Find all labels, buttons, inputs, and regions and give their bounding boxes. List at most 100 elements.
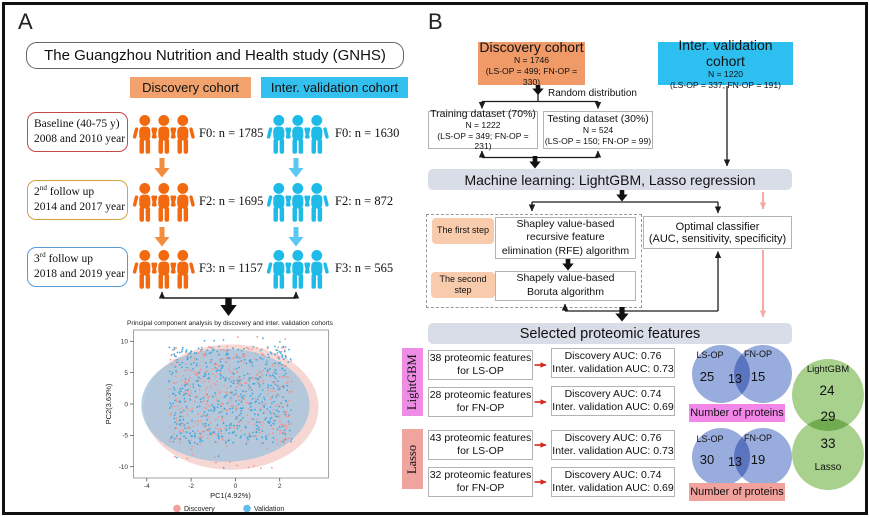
second-step-label: The second step	[431, 272, 495, 298]
pca-ytick-4: 10	[121, 339, 129, 346]
pca-ytick-3: 5	[124, 370, 128, 377]
venn1-left-label: LS-OP	[696, 350, 724, 360]
testing-dataset-box: Testing dataset (30%) N = 524 (LS-OP = 1…	[543, 111, 653, 149]
method-venn-top-count: 24	[819, 383, 835, 398]
machine-learning-bar: Machine learning: LightGBM, Lasso regres…	[428, 169, 792, 190]
pca-title: Principal component analysis by discover…	[127, 320, 334, 327]
method-venn-bottom-count: 33	[820, 436, 836, 451]
pca-legend-discovery-dot	[173, 504, 181, 512]
rfe-algorithm-box: Shapley value-based recursive feature el…	[495, 217, 636, 259]
boruta-algorithm-box: Shapely value-based Boruta algorithm	[495, 271, 636, 301]
training-dataset-box: Training dataset (70%) N = 1222 (LS-OP =…	[428, 107, 538, 152]
testing-detail: (LS-OP = 150; FN-OP = 99)	[544, 136, 652, 146]
lightgbm-fnop-features-box: 28 proteomic features for FN-OP	[428, 387, 533, 417]
lgbm-fnop-f2: for FN-OP	[456, 402, 505, 414]
lasso-fnop-auc-box: Discovery AUC: 0.74 Inter. validation AUC…	[551, 467, 675, 497]
pca-xtick-2: 0	[234, 483, 238, 490]
lgbm-fnop-a1: Discovery AUC: 0.74	[564, 387, 662, 400]
first-step-label: The first step	[432, 218, 494, 244]
lasso-lsop-a2: Inter. validation AUC: 0.73	[552, 445, 674, 457]
panel-a-label: A	[18, 9, 33, 34]
lasso-fnop-a1: Discovery AUC: 0.74	[564, 468, 662, 481]
b-validation-title: Inter. validation cohort	[678, 36, 773, 69]
training-detail: (LS-OP = 349; FN-OP = 231)	[437, 130, 529, 152]
training-title: Training dataset (70%)	[430, 107, 536, 120]
pca-ytick-0: -10	[119, 464, 129, 471]
b-validation-detail: (LS-OP = 337; FN-OP = 191)	[670, 79, 781, 90]
random-distribution-label: Random distribution	[548, 88, 637, 99]
optimal-classifier-box: Optimal classifier (AUC, sensitivity, sp…	[643, 216, 792, 249]
stage-box-followup2: 2nd follow up 2014 and 2017 year	[27, 180, 128, 220]
pca-tick-marks	[130, 340, 281, 482]
venn1-left-count: 25	[699, 369, 715, 384]
training-n: N = 1222	[465, 119, 501, 130]
lgbm-fnop-f1: 28 proteomic features	[429, 388, 532, 401]
pca-bracket-connector	[158, 291, 300, 299]
datasets-to-ml-arrow	[529, 156, 541, 169]
b-discovery-title: Discovery cohort	[479, 39, 584, 56]
venn2-right-label: FN-OP	[744, 433, 772, 443]
pca-chart: Principal component analysis by discover…	[104, 320, 334, 512]
lgbm-fnop-a2: Inter. validation AUC: 0.69	[552, 401, 674, 413]
lightgbm-lsop-auc-box: Discovery AUC: 0.76 Inter. validation AUC…	[551, 348, 675, 378]
pca-tick-labels: -4 -2 0 2 -10 -5 0 5 10	[119, 339, 282, 490]
discovery-cohort-icons	[132, 115, 196, 289]
pca-xtick-0: -4	[144, 483, 150, 490]
discovery-arrow-f2-f3	[154, 227, 170, 247]
venn2-caption: Number of proteins	[689, 483, 785, 501]
lgbm-lsop-f2: for LS-OP	[457, 365, 504, 377]
pca-xtick-1: -2	[188, 483, 194, 490]
optimal-line1: Optimal classifier	[675, 220, 760, 233]
lasso-fnop-features-box: 32 proteomic features for FN-OP	[428, 467, 533, 497]
pca-xtick-3: 2	[278, 483, 282, 490]
venn2-left-count: 30	[699, 452, 715, 467]
lasso-lsop-a1: Discovery AUC: 0.76	[564, 431, 662, 444]
b-validation-cohort-box: Inter. validation cohort N = 1220 (LS-OP…	[658, 37, 793, 90]
pca-legend-validation-dot	[243, 504, 251, 512]
feature-selection-dashed-box	[426, 214, 642, 308]
pca-ytick-2: 0	[124, 401, 128, 408]
lasso-fnop-f1: 32 proteomic features	[429, 468, 532, 481]
discovery-f0-count: F0: n = 1785	[199, 126, 264, 140]
lightgbm-group-label: LightGBM	[402, 348, 423, 416]
stage-f3-rest: follow up	[45, 252, 93, 265]
lasso-lsop-auc-box: Discovery AUC: 0.76 Inter. validation AUC…	[551, 430, 675, 460]
validation-f2-count: F2: n = 872	[335, 194, 394, 208]
stage-f2-num: 2	[34, 185, 40, 198]
lgbm-lsop-a2: Inter. validation AUC: 0.73	[552, 363, 674, 375]
discovery-arrow-f0-f2	[154, 158, 170, 178]
venn1-right-count: 15	[750, 369, 766, 384]
lightgbm-fnop-auc-box: Discovery AUC: 0.74 Inter. validation AUC…	[551, 386, 675, 416]
study-title: The Guangzhou Nutrition and Health study…	[26, 42, 404, 69]
validation-arrow-f0-f2	[288, 158, 304, 178]
validation-f0-count: F0: n = 1630	[335, 126, 400, 140]
validation-arrow-f2-f3	[288, 227, 304, 247]
validation-cohort-icons	[266, 115, 330, 289]
discovery-f3-count: F3: n = 1157	[199, 261, 263, 275]
venn2-right-count: 19	[750, 452, 766, 467]
stage-f2-rest: follow up	[46, 185, 95, 198]
pca-points	[168, 335, 293, 470]
stage-f3-sup: rd	[39, 251, 46, 259]
testing-n: N = 524	[582, 125, 614, 136]
to-selected-features-arrow	[615, 307, 629, 322]
b-discovery-n: N = 1746	[513, 55, 550, 66]
lasso-lsop-features-box: 43 proteomic features for LS-OP	[428, 430, 533, 460]
stage-f3-num: 3	[34, 252, 40, 265]
lgbm-lsop-a1: Discovery AUC: 0.76	[564, 349, 662, 362]
stage-f3-line2: 2018 and 2019 year	[34, 268, 126, 281]
lasso-fnop-a2: Inter. validation AUC: 0.69	[552, 482, 674, 494]
pca-ylabel: PC2(3.63%)	[104, 383, 113, 424]
venn1-right-label: FN-OP	[744, 349, 772, 359]
selected-features-bar: Selected proteomic features	[428, 323, 792, 344]
venn1-caption: Number of proteins	[689, 404, 785, 422]
lasso-lsop-f1: 43 proteomic features	[429, 431, 532, 444]
pca-ytick-1: -5	[122, 433, 128, 440]
validation-cohort-header: Inter. validation cohort	[261, 77, 408, 98]
b-discovery-cohort-box: Discovery cohort N = 1746 (LS-OP = 499; …	[478, 39, 585, 87]
panel-b-label: B	[428, 9, 443, 34]
optimal-line2: (AUC, sensitivity, specificity)	[648, 232, 787, 245]
lgbm-lsop-f1: 38 proteomic features	[429, 351, 532, 364]
venn2-left-label: LS-OP	[696, 434, 724, 444]
